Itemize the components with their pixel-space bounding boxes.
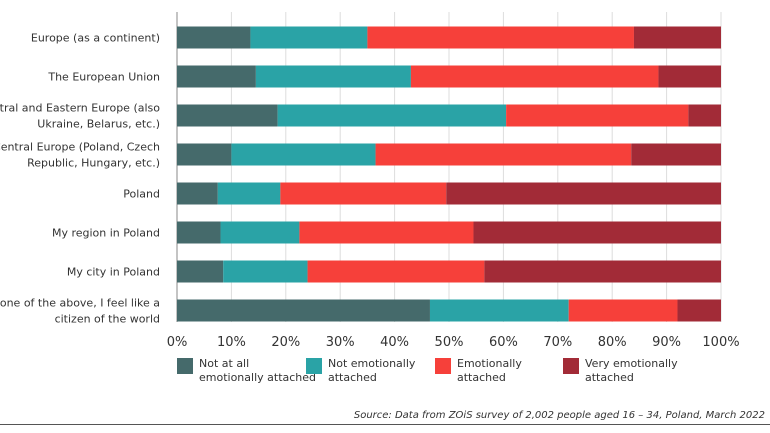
footer-rule (0, 424, 770, 425)
x-tick-label: 40% (380, 335, 409, 350)
bar-segment (280, 182, 447, 205)
bar-segment (231, 143, 376, 166)
bar-segment (217, 182, 281, 205)
bar-segment (677, 299, 721, 322)
x-tick-label: 80% (598, 335, 627, 350)
bar-segment (220, 221, 300, 244)
bar-segment (177, 65, 256, 88)
category-label: The European Union (47, 71, 160, 84)
bar-segment (506, 104, 689, 127)
bar-segment (223, 260, 308, 283)
bar-segment (473, 221, 721, 244)
legend-label: Emotionally attached (457, 357, 522, 384)
legend-swatch (563, 358, 579, 374)
legend-swatch (435, 358, 451, 374)
category-label: Central and Eastern Europe (alsoUkraine,… (0, 102, 160, 131)
x-tick-label: 60% (489, 335, 518, 350)
bar-segment (633, 26, 721, 49)
bar-segment (568, 299, 678, 322)
bar-segment (658, 65, 721, 88)
source-note: Source: Data from ZOiS survey of 2,002 p… (353, 410, 765, 421)
bar-segment (277, 104, 507, 127)
category-label: Central Europe (Poland, Czech Republic, H… (0, 141, 160, 170)
bar-segment (255, 65, 411, 88)
bar-segment (177, 143, 232, 166)
bar-segment (177, 104, 278, 127)
category-label: Europe (as a continent) (31, 32, 160, 45)
bar-segment (375, 143, 632, 166)
x-tick-label: 100% (702, 335, 739, 350)
category-label: My region in Poland (52, 227, 160, 240)
legend-label: Not at all emotionally attached (199, 357, 317, 384)
x-tick-label: 90% (652, 335, 681, 350)
bar-segment (307, 260, 485, 283)
bar-segment (250, 26, 368, 49)
category-label: Poland (123, 188, 160, 201)
legend-swatch (177, 358, 193, 374)
x-tick-label: 50% (435, 335, 464, 350)
legend-item: Not at all emotionally attached (177, 357, 316, 385)
bar-segment (429, 299, 569, 322)
x-tick-label: 70% (543, 335, 572, 350)
bar-segment (446, 182, 721, 205)
legend-item: Not emotionally attached (306, 357, 415, 385)
legend-label: Not emotionally attached (328, 357, 416, 384)
bar-segment (410, 65, 659, 88)
bars (177, 26, 721, 322)
x-tick-label: 0% (167, 335, 188, 350)
bar-segment (177, 26, 251, 49)
legend-item: Very emotionally attached (563, 357, 678, 385)
bar-segment (484, 260, 721, 283)
legend-item: Emotionally attached (435, 357, 522, 385)
category-label: My city in Poland (67, 266, 160, 279)
bar-segment (177, 221, 221, 244)
x-tick-label: 10% (217, 335, 246, 350)
x-tick-labels: 0% 10% 20% 30% 40% 50% 60% 70% 80% 90% 100% (167, 335, 740, 350)
category-labels: Europe (as a continent) The European Unio… (0, 32, 160, 326)
bar-segment (688, 104, 721, 127)
bar-segment (631, 143, 721, 166)
bar-segment (177, 182, 218, 205)
bar-segment (299, 221, 474, 244)
legend-label: Very emotionally attached (585, 357, 678, 384)
x-tick-label: 20% (271, 335, 300, 350)
bar-segment (177, 260, 224, 283)
x-tick-label: 30% (326, 335, 355, 350)
bar-segment (177, 299, 430, 322)
legend-swatch (306, 358, 322, 374)
bar-segment (367, 26, 634, 49)
category-label: None of the above, I feel like a citizen … (0, 297, 160, 326)
